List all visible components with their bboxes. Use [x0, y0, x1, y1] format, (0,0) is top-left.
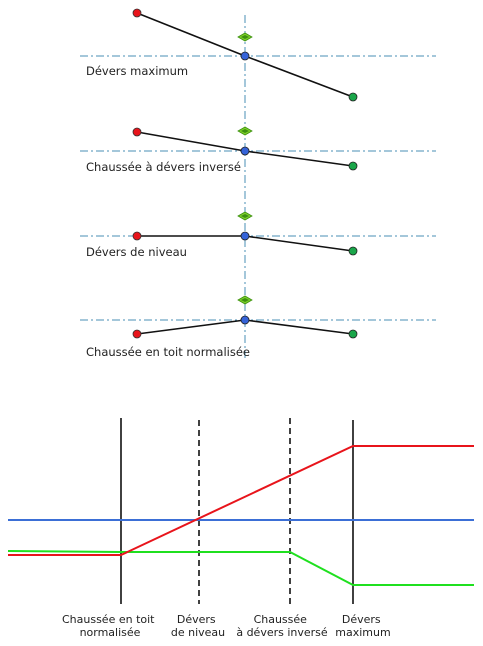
- right-edge-point[interactable]: [348, 92, 358, 102]
- pavement-right: [244, 319, 354, 335]
- station-label-line: Chaussée en toit: [62, 613, 155, 626]
- section-label: Chaussée en toit normalisée: [86, 345, 250, 359]
- station-label-devers-inverse: Chaussée à dévers inversé: [236, 613, 328, 639]
- grip-icon[interactable]: [237, 211, 253, 221]
- pavement-left: [136, 12, 246, 57]
- station-label-toit-normalise: Chaussée en toit normalisée: [62, 613, 158, 639]
- right-edge-profile: [7, 550, 474, 586]
- station-label-line: maximum: [335, 626, 390, 639]
- pavement-right: [244, 235, 354, 252]
- station-label-line: à dévers inversé: [236, 626, 328, 639]
- cross-section-devers-inverse: Chaussée à dévers inversé: [80, 126, 436, 174]
- station-label-devers-maximum: Dévers maximum: [335, 613, 390, 639]
- right-edge-point[interactable]: [348, 246, 358, 256]
- station-label-devers-niveau: Dévers de niveau: [171, 613, 225, 639]
- right-edge-point[interactable]: [348, 329, 358, 339]
- section-label: Dévers de niveau: [86, 245, 187, 259]
- cross-section-devers-niveau: Dévers de niveau: [80, 211, 436, 259]
- cross-sections: Dévers maximum Chaussée à dévers inversé: [80, 8, 436, 359]
- right-edge-point[interactable]: [348, 161, 358, 171]
- station-label-line: de niveau: [171, 626, 225, 639]
- pavement-left: [136, 319, 246, 335]
- center-point[interactable]: [240, 51, 250, 61]
- center-point[interactable]: [240, 146, 250, 156]
- center-point[interactable]: [240, 231, 250, 241]
- section-label: Chaussée à dévers inversé: [86, 160, 241, 174]
- cross-section-toit-normalise: Chaussée en toit normalisée: [80, 295, 436, 359]
- transition-diagram: Chaussée en toit normalisée Dévers de ni…: [7, 418, 474, 639]
- left-edge-point[interactable]: [132, 8, 142, 18]
- station-label-line: normalisée: [80, 626, 141, 639]
- left-edge-point[interactable]: [132, 329, 142, 339]
- pavement-right: [244, 150, 354, 167]
- grip-icon[interactable]: [237, 295, 253, 305]
- station-label-line: Chaussée: [254, 613, 308, 626]
- pavement-left: [136, 131, 246, 152]
- cross-section-devers-maximum: Dévers maximum: [80, 8, 436, 102]
- station-label-line: Dévers: [342, 613, 381, 626]
- left-edge-point[interactable]: [132, 231, 142, 241]
- pavement-right: [244, 55, 354, 98]
- left-edge-point[interactable]: [132, 127, 142, 137]
- grip-icon[interactable]: [237, 32, 253, 42]
- section-label: Dévers maximum: [86, 64, 188, 78]
- grip-icon[interactable]: [237, 126, 253, 136]
- left-edge-profile: [8, 445, 474, 556]
- center-point[interactable]: [240, 315, 250, 325]
- station-label-line: Dévers: [177, 613, 216, 626]
